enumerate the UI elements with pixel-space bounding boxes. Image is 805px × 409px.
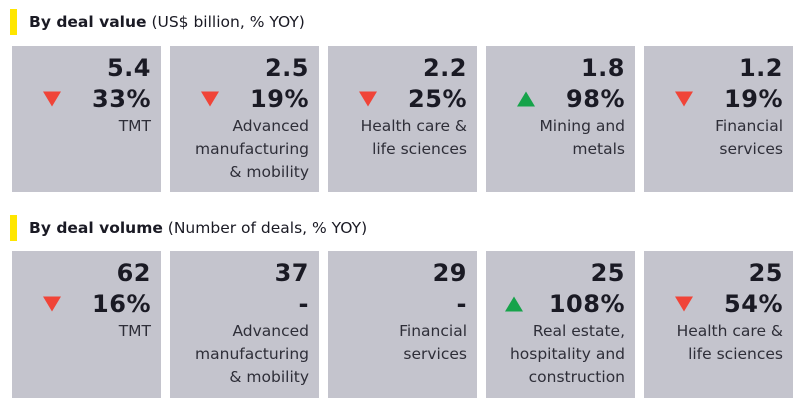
down-arrow-icon [43, 296, 61, 312]
yoy-change: 19% [644, 83, 783, 115]
metric-value: 25 [590, 259, 625, 287]
sector-label: Health care & life sciences [360, 117, 467, 158]
yoy-change-value: 25% [408, 85, 467, 113]
down-arrow-icon [359, 91, 377, 107]
yoy-change: 33% [12, 83, 151, 115]
yoy-change: 25% [328, 83, 467, 115]
yoy-change: 108% [486, 288, 625, 320]
section-subtitle: (Number of deals, % YOY) [162, 219, 368, 237]
metric-value: 37 [274, 259, 309, 287]
section-header-deal-volume: By deal volume (Number of deals, % YOY) [10, 215, 367, 241]
down-arrow-icon [675, 296, 693, 312]
yoy-change-value: 19% [250, 85, 309, 113]
section-title: By deal volume [29, 219, 163, 237]
up-arrow-icon [505, 296, 523, 312]
metric-card: 1.8 98% Mining and metals [486, 46, 635, 192]
section-header-deal-value: By deal value (US$ billion, % YOY) [10, 9, 305, 35]
section-title: By deal value [29, 13, 147, 31]
sector-label: TMT [118, 322, 151, 340]
yoy-change-value: 54% [724, 290, 783, 318]
yoy-change-value: 16% [92, 290, 151, 318]
yoy-change: 54% [644, 288, 783, 320]
sector-label: TMT [118, 117, 151, 135]
metric-value: 1.2 [738, 54, 783, 82]
metric-value: 29 [432, 259, 467, 287]
metric-card: 2.2 25% Health care & life sciences [328, 46, 477, 192]
metric-card: 5.4 33% TMT [12, 46, 161, 192]
metric-card: 2.5 19% Advanced manufacturing & mobility [170, 46, 319, 192]
metric-card: 25 108% Real estate, hospitality and constru… [486, 251, 635, 398]
metric-card: 1.2 19% Financial services [644, 46, 793, 192]
metric-card: 25 54% Health care & life sciences [644, 251, 793, 398]
yoy-change-value: - [298, 290, 309, 318]
yoy-change: 16% [12, 288, 151, 320]
sector-label: Real estate, hospitality and construction [509, 322, 625, 386]
sector-label: Mining and metals [539, 117, 625, 158]
yoy-change: - [170, 288, 309, 320]
metric-value: 2.5 [264, 54, 309, 82]
metric-card: 62 16% TMT [12, 251, 161, 398]
accent-bar [10, 9, 17, 35]
yoy-change-value: 98% [566, 85, 625, 113]
down-arrow-icon [201, 91, 219, 107]
down-arrow-icon [43, 91, 61, 107]
deal-value-cards: 5.4 33% TMT 2.5 19% Advanced manufacturing & mo… [12, 46, 793, 192]
sector-label: Advanced manufacturing & mobility [195, 322, 309, 386]
yoy-change: 98% [486, 83, 625, 115]
sector-label: Advanced manufacturing & mobility [195, 117, 309, 181]
up-arrow-icon [517, 91, 535, 107]
sector-label: Financial services [715, 117, 783, 158]
sector-label: Health care & life sciences [676, 322, 783, 363]
metric-value: 2.2 [422, 54, 467, 82]
metric-value: 62 [116, 259, 151, 287]
metric-value: 5.4 [106, 54, 151, 82]
down-arrow-icon [675, 91, 693, 107]
deal-volume-cards: 62 16% TMT 37 - Advanced manufacturing & mobili… [12, 251, 793, 398]
yoy-change-value: 19% [724, 85, 783, 113]
metric-card: 37 - Advanced manufacturing & mobility [170, 251, 319, 398]
yoy-change: 19% [170, 83, 309, 115]
metric-card: 29 - Financial services [328, 251, 477, 398]
section-subtitle: (US$ billion, % YOY) [146, 13, 305, 31]
yoy-change: - [328, 288, 467, 320]
yoy-change-value: 33% [92, 85, 151, 113]
metric-value: 1.8 [580, 54, 625, 82]
yoy-change-value: 108% [548, 290, 625, 318]
yoy-change-value: - [456, 290, 467, 318]
accent-bar [10, 215, 17, 241]
metric-value: 25 [748, 259, 783, 287]
sector-label: Financial services [399, 322, 467, 363]
